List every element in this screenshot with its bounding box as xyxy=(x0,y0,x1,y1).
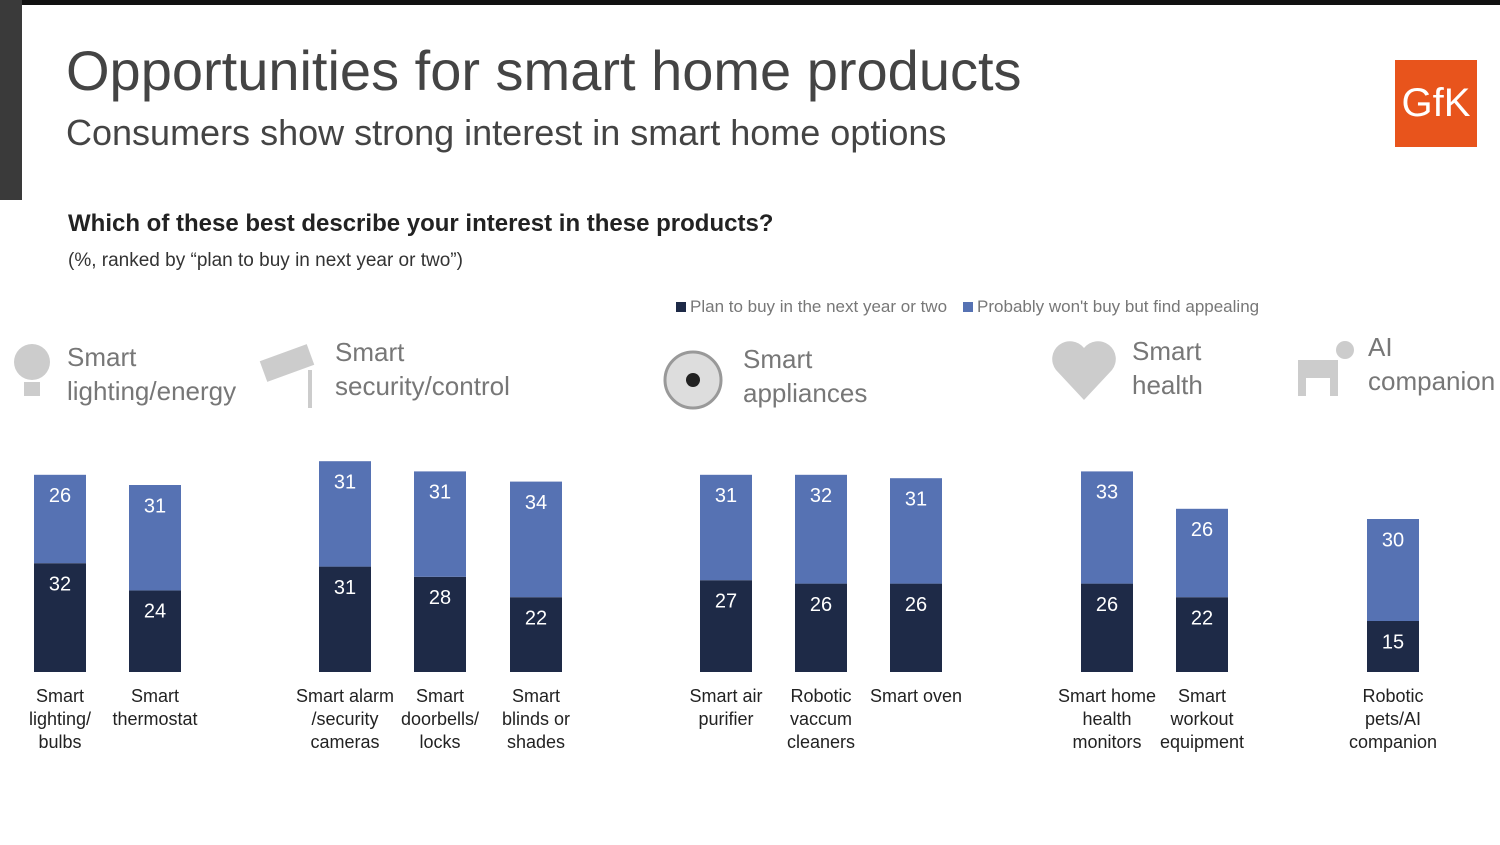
value-label: 32 xyxy=(810,485,832,507)
value-label: 28 xyxy=(429,587,451,609)
subtitle: Consumers show strong interest in smart … xyxy=(66,112,947,153)
side-bar xyxy=(0,0,22,200)
bar-segment xyxy=(1367,519,1419,621)
legend-label: Plan to buy in the next year or two xyxy=(690,297,948,316)
value-label: 30 xyxy=(1382,529,1404,551)
legend: Plan to buy in the next year or two Proba… xyxy=(676,297,1259,317)
note: (%, ranked by “plan to buy in next year … xyxy=(68,250,463,271)
category-label: Smart home health monitors xyxy=(1057,686,1157,752)
title: Opportunities for smart home products xyxy=(66,39,1022,102)
category-label: Robotic pets/AI companion xyxy=(1348,686,1438,752)
category-label: Smart air purifier xyxy=(689,686,763,729)
bar-segment xyxy=(700,580,752,672)
value-label: 27 xyxy=(715,590,737,612)
top-border xyxy=(0,0,1500,5)
logo: GfK xyxy=(1395,60,1477,147)
category-label: Smart thermostat xyxy=(112,686,198,729)
value-label: 22 xyxy=(1191,607,1213,629)
bar-segment xyxy=(890,478,942,584)
category-label: Robotic vaccum cleaners xyxy=(786,686,856,752)
bar-segment xyxy=(1176,508,1228,598)
value-label: 15 xyxy=(1382,631,1404,653)
legend-item: Probably won't buy but find appealing xyxy=(963,297,1259,317)
value-label: 31 xyxy=(144,495,166,517)
bar-segment xyxy=(129,590,181,672)
bar-segment xyxy=(795,583,847,672)
bar-segment xyxy=(700,474,752,581)
bar-segment xyxy=(34,563,86,672)
bar-segment xyxy=(1367,621,1419,672)
value-label: 31 xyxy=(429,482,451,504)
legend-swatch xyxy=(963,302,974,312)
group-icons xyxy=(14,341,1354,410)
group-label: Smart appliances xyxy=(743,344,868,408)
value-label: 26 xyxy=(1191,519,1213,541)
bar-segment xyxy=(414,471,466,577)
question: Which of these best describe your intere… xyxy=(68,210,774,237)
category-label: Smart lighting/ bulbs xyxy=(28,686,92,752)
category-label: Smart doorbells/ locks xyxy=(400,686,480,752)
group-label: Smart lighting/energy xyxy=(67,342,237,406)
bar-segment xyxy=(510,597,562,672)
bar-segment xyxy=(1081,471,1133,584)
bar-segment xyxy=(795,474,847,584)
value-label: 31 xyxy=(715,485,737,507)
bar-segment xyxy=(319,566,371,672)
value-label: 32 xyxy=(49,573,71,595)
value-label: 26 xyxy=(1096,594,1118,616)
value-label: 26 xyxy=(810,594,832,616)
category-label: Smart workout equipment xyxy=(1159,686,1245,752)
value-label: 24 xyxy=(144,601,166,623)
legend-swatch xyxy=(676,302,686,312)
value-label: 31 xyxy=(334,471,356,493)
value-label: 26 xyxy=(905,594,927,616)
bar-segment xyxy=(34,474,86,564)
bar-segment xyxy=(510,481,562,598)
category-label: Smart alarm /security cameras xyxy=(295,686,394,752)
category-label: Smart blinds or shades xyxy=(501,686,571,752)
value-label: 34 xyxy=(525,492,547,514)
bar-segment xyxy=(414,576,466,672)
group-label: Smart security/control xyxy=(335,337,510,401)
bar-segment xyxy=(890,583,942,672)
value-label: 31 xyxy=(334,577,356,599)
bar-segment xyxy=(319,461,371,567)
legend-item: Plan to buy in the next year or two xyxy=(676,297,947,317)
bar-segment xyxy=(1081,583,1133,672)
bar-segment xyxy=(129,485,181,591)
group-label: AI companion xyxy=(1368,332,1496,396)
legend-label: Probably won't buy but find appealing xyxy=(977,297,1260,316)
group-label: Smart health xyxy=(1132,336,1203,400)
bar-segment xyxy=(1176,597,1228,672)
value-label: 22 xyxy=(525,607,547,629)
category-label: Smart oven xyxy=(869,686,963,706)
value-label: 26 xyxy=(49,485,71,507)
value-label: 33 xyxy=(1096,482,1118,504)
value-label: 31 xyxy=(905,488,927,510)
